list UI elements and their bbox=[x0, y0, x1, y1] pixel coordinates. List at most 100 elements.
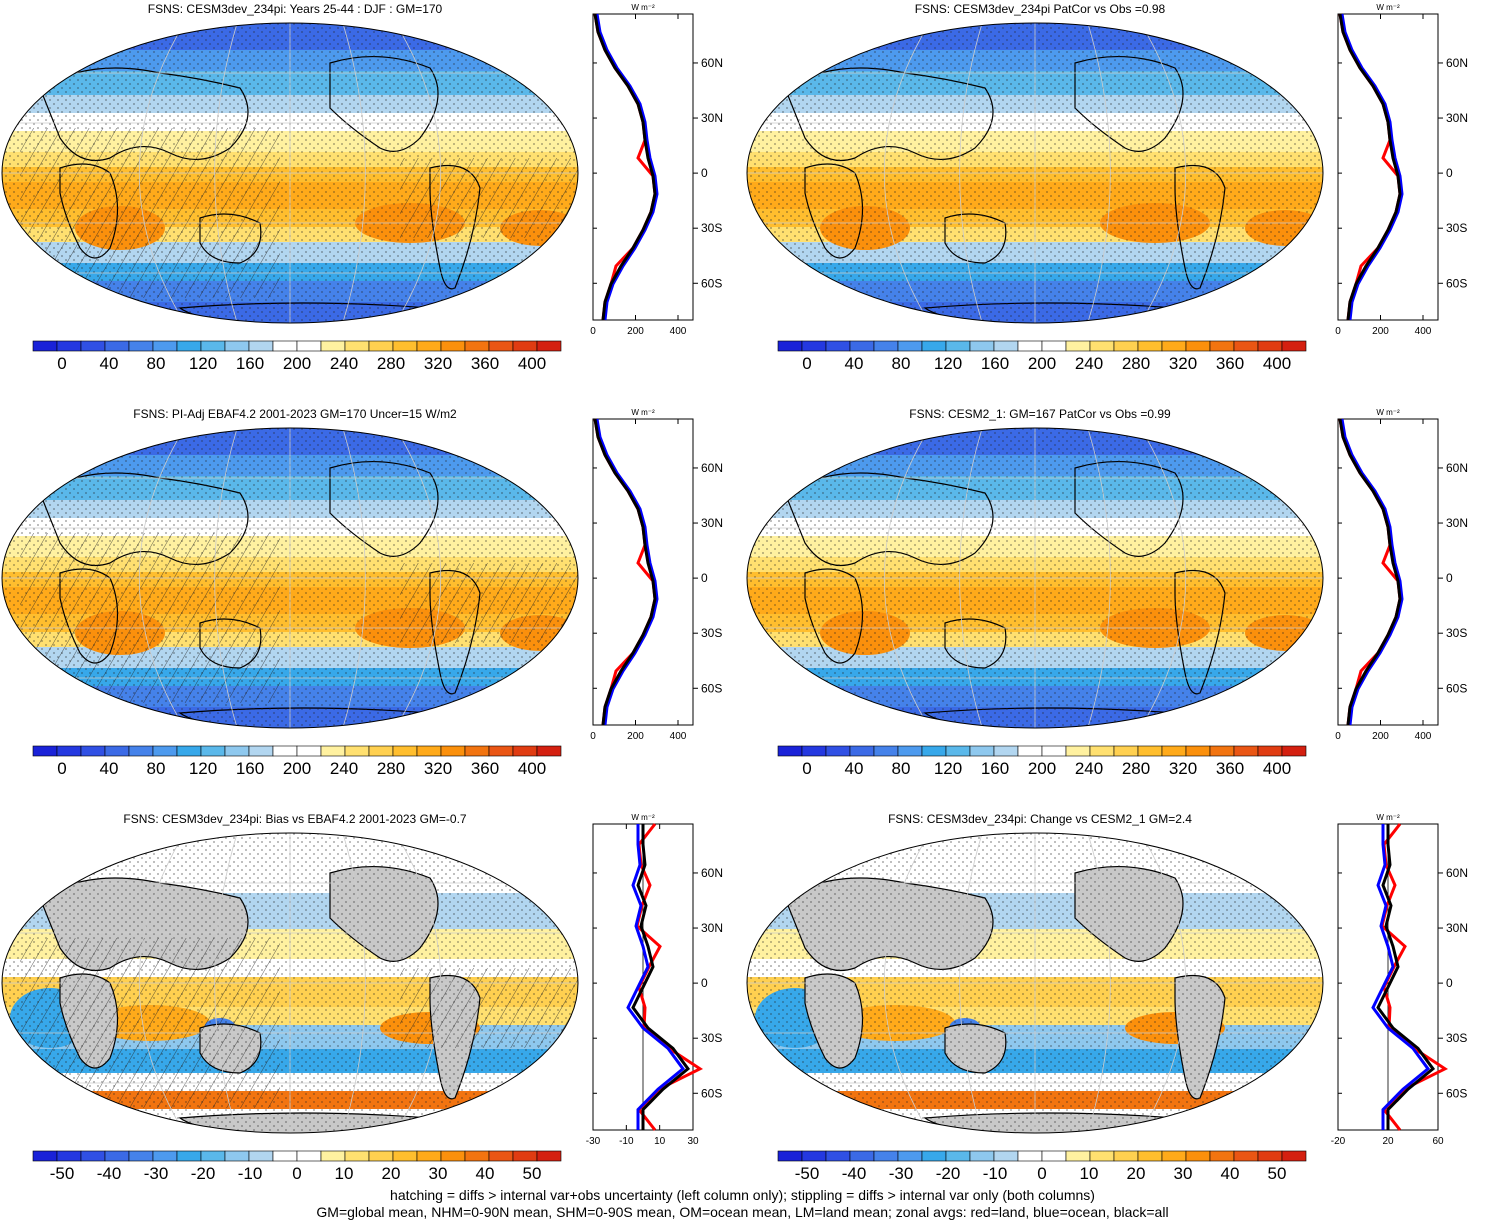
colorbar-swatch bbox=[56, 340, 82, 352]
colorbar-swatch bbox=[344, 745, 370, 757]
colorbar-swatch bbox=[1161, 340, 1187, 352]
colorbar-swatch bbox=[1089, 340, 1115, 352]
colorbar-tick-label: 160 bbox=[980, 759, 1010, 778]
colorbar-tick-label: 0 bbox=[1037, 1164, 1047, 1183]
colorbar-swatch bbox=[1257, 745, 1283, 757]
colorbar-swatch bbox=[1089, 745, 1115, 757]
colorbar-labels: 0 40 80 120 160 200 240 280 320 360 400 bbox=[777, 354, 1307, 376]
colorbar-swatch bbox=[416, 340, 442, 352]
panel-title: FSNS: CESM3dev_234pi PatCor vs Obs =0.98 bbox=[914, 2, 1166, 16]
colorbar-swatch bbox=[873, 745, 899, 757]
colorbar-tick-label: -50 bbox=[794, 1164, 820, 1183]
colorbar-swatch bbox=[969, 745, 995, 757]
colorbar-swatch bbox=[1113, 1150, 1139, 1162]
zonal-lat-label: 30S bbox=[1446, 1031, 1467, 1045]
colorbar-tick-label: 40 bbox=[844, 354, 864, 373]
colorbar-swatch bbox=[224, 745, 250, 757]
colorbar-swatch bbox=[128, 340, 154, 352]
colorbar-swatch bbox=[200, 745, 226, 757]
colorbar-tick-label: 40 bbox=[475, 1164, 495, 1183]
colorbar-tick-label: 120 bbox=[188, 354, 218, 373]
colorbar-swatch bbox=[1161, 1150, 1187, 1162]
colorbar-labels: -50 -40 -30 -20 -10 0 10 20 30 40 50 bbox=[32, 1164, 562, 1186]
colorbar-swatch bbox=[488, 340, 514, 352]
zonal-lat-label: 60S bbox=[701, 1086, 722, 1100]
colorbar-tick-label: 280 bbox=[376, 759, 406, 778]
colorbar-swatch bbox=[296, 1150, 322, 1162]
panel-title: FSNS: CESM3dev_234pi: Bias vs EBAF4.2 20… bbox=[123, 812, 467, 826]
colorbar-swatch bbox=[945, 340, 971, 352]
colorbar-tick-label: 0 bbox=[802, 354, 812, 373]
colorbar-swatch bbox=[488, 1150, 514, 1162]
panel-cesm2-climatology: FSNS: CESM2_1: GM=167 PatCor vs Obs =0.9… bbox=[745, 405, 1485, 800]
colorbar-swatch bbox=[104, 745, 130, 757]
zonal-mean-plot: W m⁻² 60N 30N 0 30S 60S -20 20 60 bbox=[1331, 813, 1468, 1147]
colorbar-tick-label: 0 bbox=[57, 354, 67, 373]
robinson-map bbox=[1, 832, 579, 1134]
panel-title: FSNS: CESM3dev_234pi: Change vs CESM2_1 … bbox=[888, 812, 1192, 826]
zonal-x-tick: 200 bbox=[1372, 731, 1389, 742]
zonal-x-tick: 400 bbox=[670, 326, 687, 337]
colorbar-tick-label: -40 bbox=[841, 1164, 867, 1183]
colorbar-swatch bbox=[512, 1150, 538, 1162]
colorbar-tick-label: 20 bbox=[381, 1164, 401, 1183]
footer-note-hatching: hatching = diffs > internal var+obs unce… bbox=[390, 1187, 1095, 1203]
colorbar-tick-label: 80 bbox=[146, 354, 166, 373]
zonal-mean-plot: W m⁻² 60N 30N 0 30S 60S 0 200 400 bbox=[1335, 408, 1468, 742]
colorbar-swatch bbox=[1185, 1150, 1211, 1162]
zonal-lat-label: 30S bbox=[1446, 626, 1467, 640]
colorbar-swatch bbox=[368, 340, 394, 352]
colorbar-swatch bbox=[777, 745, 803, 757]
colorbar-swatch bbox=[1209, 340, 1235, 352]
colorbar-swatch bbox=[536, 340, 562, 352]
zonal-x-tick: 200 bbox=[627, 731, 644, 742]
colorbar-labels: 0 40 80 120 160 200 240 280 320 360 400 bbox=[32, 759, 562, 781]
zonal-lat-label: 30N bbox=[701, 921, 723, 935]
colorbar-swatch bbox=[296, 745, 322, 757]
zonal-x-tick: -20 bbox=[1331, 1136, 1346, 1147]
colorbar bbox=[32, 745, 562, 757]
colorbar-swatch bbox=[440, 1150, 466, 1162]
robinson-map bbox=[746, 427, 1324, 729]
zonal-lat-label: 60N bbox=[1446, 56, 1468, 70]
colorbar-swatch bbox=[272, 340, 298, 352]
colorbar-swatch bbox=[777, 340, 803, 352]
colorbar-tick-label: 120 bbox=[933, 759, 963, 778]
zonal-x-tick: 20 bbox=[1382, 1136, 1394, 1147]
colorbar-tick-label: 320 bbox=[1168, 354, 1198, 373]
colorbar-swatch bbox=[536, 1150, 562, 1162]
colorbar-swatch bbox=[512, 340, 538, 352]
panel-title: FSNS: CESM3dev_234pi: Years 25-44 : DJF … bbox=[147, 2, 443, 16]
zonal-x-tick: 60 bbox=[1432, 1136, 1444, 1147]
colorbar-tick-label: 200 bbox=[282, 759, 312, 778]
colorbar-swatch bbox=[921, 745, 947, 757]
zonal-x-tick: 0 bbox=[1335, 326, 1341, 337]
colorbar-swatch bbox=[993, 745, 1019, 757]
zonal-x-tick: 200 bbox=[1372, 326, 1389, 337]
colorbar-tick-label: -20 bbox=[190, 1164, 216, 1183]
colorbar-swatch bbox=[1113, 745, 1139, 757]
colorbar-tick-label: 360 bbox=[470, 354, 500, 373]
zonal-x-tick: 0 bbox=[590, 731, 596, 742]
colorbar-tick-label: 40 bbox=[844, 759, 864, 778]
colorbar-swatch bbox=[1017, 745, 1043, 757]
colorbar-swatch bbox=[897, 745, 923, 757]
colorbar-tick-label: 0 bbox=[292, 1164, 302, 1183]
colorbar-swatch bbox=[392, 745, 418, 757]
colorbar-swatch bbox=[248, 1150, 274, 1162]
zonal-mean-plot: W m⁻² 60N 30N 0 30S 60S -30 -10 10 30 bbox=[586, 813, 723, 1147]
colorbar-tick-label: 30 bbox=[428, 1164, 448, 1183]
colorbar-swatch bbox=[873, 1150, 899, 1162]
colorbar-tick-label: 280 bbox=[376, 354, 406, 373]
colorbar-tick-label: 240 bbox=[1074, 354, 1104, 373]
colorbar-tick-label: 360 bbox=[1215, 759, 1245, 778]
zonal-lat-label: 60S bbox=[1446, 1086, 1467, 1100]
colorbar-swatch bbox=[296, 340, 322, 352]
zonal-unit-label: W m⁻² bbox=[1376, 3, 1400, 12]
colorbar-swatch bbox=[1065, 745, 1091, 757]
colorbar-swatch bbox=[248, 745, 274, 757]
zonal-lat-label: 0 bbox=[701, 571, 708, 585]
colorbar-tick-label: 400 bbox=[517, 759, 547, 778]
zonal-unit-label: W m⁻² bbox=[631, 408, 655, 417]
colorbar-swatch bbox=[104, 340, 130, 352]
